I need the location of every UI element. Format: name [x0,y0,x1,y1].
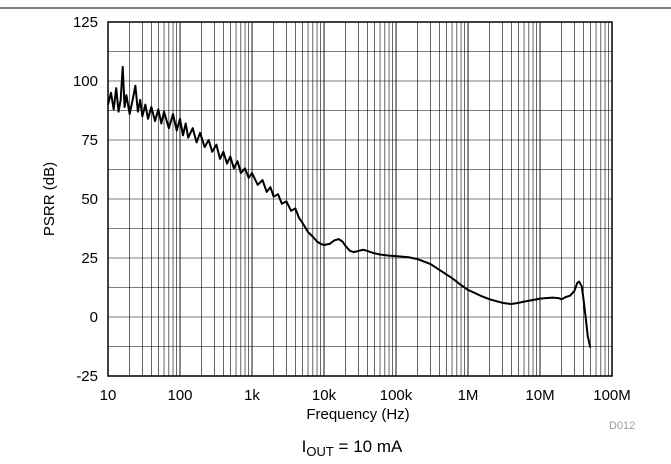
x-axis-label: Frequency (Hz) [306,406,409,423]
figure-id: D012 [609,420,635,432]
y-tick-label: 125 [73,14,98,31]
series-layer [107,65,592,348]
y-tick-label: 50 [81,191,98,208]
x-tick-label: 10 [100,387,117,404]
y-tick-labels: -25 0 25 50 75 100 125 [73,14,98,385]
psrr-series-line [107,65,592,348]
y-tick-label: -25 [76,368,98,385]
y-tick-label: 100 [73,73,98,90]
y-tick-label: 75 [81,132,98,149]
caption-subscript: OUT [306,444,334,459]
y-tick-label: 0 [90,309,98,326]
grid [107,21,612,377]
x-tick-label: 100 [167,387,192,404]
caption-main: I [302,437,307,456]
y-axis-label: PSRR (dB) [41,162,58,236]
plot-frame [107,21,613,377]
x-tick-label: 1M [458,387,479,404]
x-tick-label: 10k [312,387,337,404]
x-tick-labels: 10 100 1k 10k 100k 1M 10M 100M [100,387,631,404]
caption-rest: = 10 mA [334,437,403,456]
y-tick-label: 25 [81,250,98,267]
chart-caption: IOUT = 10 mA [302,437,403,459]
x-tick-label: 100k [380,387,413,404]
x-tick-label: 10M [525,387,554,404]
x-tick-label: 1k [244,387,260,404]
x-tick-label: 100M [593,387,631,404]
